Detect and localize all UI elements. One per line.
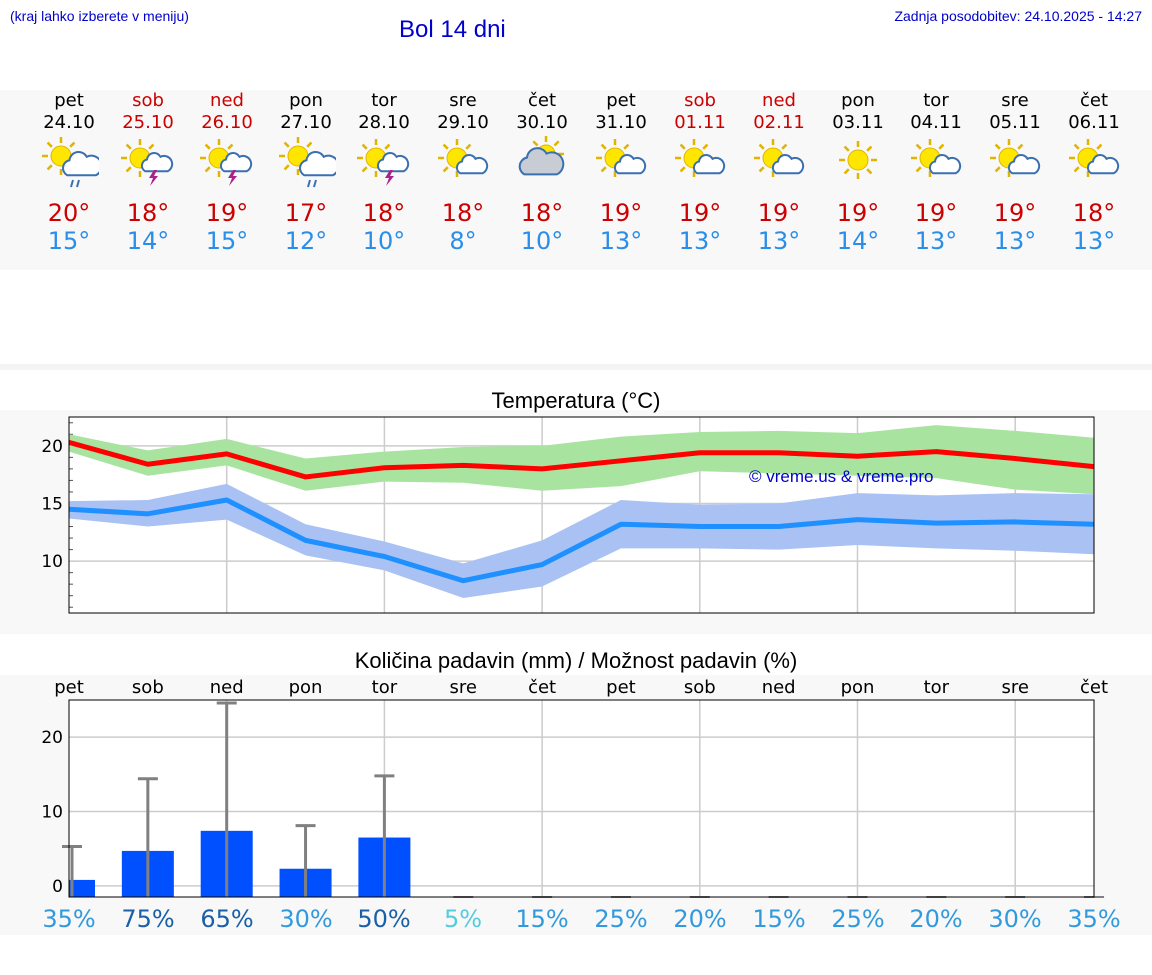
day-date: 27.10 — [280, 112, 332, 133]
day-name: ned — [762, 90, 796, 111]
sun-small-cloud-icon — [990, 139, 1041, 177]
day-name: ned — [210, 90, 244, 111]
sun-storm-icon — [121, 139, 174, 186]
sun-small-cloud-icon — [1069, 139, 1120, 177]
day-name: sob — [132, 90, 164, 111]
min-temperature: 13° — [993, 227, 1037, 255]
day-name: tor — [923, 90, 949, 111]
day-name: pet — [54, 90, 84, 111]
precip-chance: 25% — [831, 905, 885, 933]
precip-chance: 5% — [443, 905, 483, 933]
min-temperature: 13° — [1072, 227, 1116, 255]
max-temperature: 19° — [993, 199, 1037, 227]
empty-strip — [0, 364, 1152, 370]
max-temperature: 19° — [678, 199, 722, 227]
day-date: 30.10 — [516, 112, 568, 133]
day-name: sre — [1001, 90, 1029, 111]
sun-small-cloud-icon — [596, 139, 647, 177]
precip-chance: 25% — [594, 905, 648, 933]
location-hint[interactable]: (kraj lahko izberete v meniju) — [10, 8, 189, 24]
day-name: pon — [841, 90, 875, 111]
max-temperature: 20° — [47, 199, 91, 227]
day-date: 24.10 — [43, 112, 95, 133]
min-temperature: 14° — [126, 227, 170, 255]
precip-chance: 65% — [200, 905, 254, 933]
max-temperature: 19° — [757, 199, 801, 227]
cloudy-sun-icon — [518, 136, 565, 176]
sun-small-cloud-icon — [675, 139, 726, 177]
max-temperature: 18° — [362, 199, 406, 227]
precip-chance: 20% — [909, 905, 963, 933]
precip-chance: 20% — [673, 905, 727, 933]
day-date: 05.11 — [989, 112, 1041, 133]
partly-sunny-rain-icon — [42, 137, 99, 188]
precip-chance: 50% — [357, 905, 411, 933]
day-name: tor — [371, 90, 397, 111]
min-temperature: 13° — [599, 227, 643, 255]
max-temperature: 18° — [126, 199, 170, 227]
day-date: 01.11 — [674, 112, 726, 133]
max-temperature: 19° — [836, 199, 880, 227]
min-temperature: 12° — [284, 227, 328, 255]
min-temperature: 14° — [836, 227, 880, 255]
sun-storm-icon — [357, 139, 410, 186]
sun-small-cloud-icon — [438, 139, 489, 177]
day-date: 26.10 — [201, 112, 253, 133]
day-date: 02.11 — [753, 112, 805, 133]
max-temperature: 17° — [284, 199, 328, 227]
precip-chance: 15% — [752, 905, 806, 933]
max-temperature: 19° — [205, 199, 249, 227]
day-date: 29.10 — [437, 112, 489, 133]
precip-chance: 15% — [515, 905, 569, 933]
day-date: 31.10 — [595, 112, 647, 133]
max-temperature: 19° — [599, 199, 643, 227]
sun-storm-icon — [200, 139, 253, 186]
temperature-panel — [0, 410, 1152, 634]
max-temperature: 19° — [914, 199, 958, 227]
max-temperature: 18° — [520, 199, 564, 227]
day-name: pon — [289, 90, 323, 111]
min-temperature: 8° — [449, 227, 477, 255]
min-temperature: 10° — [362, 227, 406, 255]
precip-chance: 75% — [121, 905, 175, 933]
min-temperature: 15° — [47, 227, 91, 255]
watermark: © vreme.us & vreme.pro — [749, 467, 934, 486]
sun-small-cloud-icon — [911, 139, 962, 177]
precip-chance: 30% — [279, 905, 333, 933]
page-title: Bol 14 dni — [399, 16, 506, 43]
sun-icon — [839, 141, 877, 179]
precip-chance: 30% — [988, 905, 1042, 933]
min-temperature: 10° — [520, 227, 564, 255]
sun-small-cloud-icon — [754, 139, 805, 177]
min-temperature: 15° — [205, 227, 249, 255]
precipitation-chart-title: Količina padavin (mm) / Možnost padavin … — [354, 648, 798, 673]
precip-chance: 35% — [1067, 905, 1121, 933]
min-temperature: 13° — [757, 227, 801, 255]
day-date: 03.11 — [832, 112, 884, 133]
day-name: sre — [449, 90, 477, 111]
day-date: 04.11 — [910, 112, 962, 133]
day-name: čet — [527, 90, 557, 111]
forecast-strip — [0, 90, 1152, 270]
max-temperature: 18° — [1072, 199, 1116, 227]
partly-sunny-rain-icon — [279, 137, 336, 188]
last-updated: Zadnja posodobitev: 24.10.2025 - 14:27 — [894, 8, 1142, 24]
day-name: čet — [1079, 90, 1109, 111]
day-date: 06.11 — [1068, 112, 1120, 133]
day-name: sob — [684, 90, 716, 111]
precip-chance: 35% — [42, 905, 96, 933]
day-name: pet — [606, 90, 636, 111]
precipitation-panel — [0, 675, 1152, 935]
day-date: 25.10 — [122, 112, 174, 133]
day-date: 28.10 — [358, 112, 410, 133]
min-temperature: 13° — [914, 227, 958, 255]
max-temperature: 18° — [441, 199, 485, 227]
temperature-chart-title: Temperatura (°C) — [491, 388, 661, 413]
min-temperature: 13° — [678, 227, 722, 255]
